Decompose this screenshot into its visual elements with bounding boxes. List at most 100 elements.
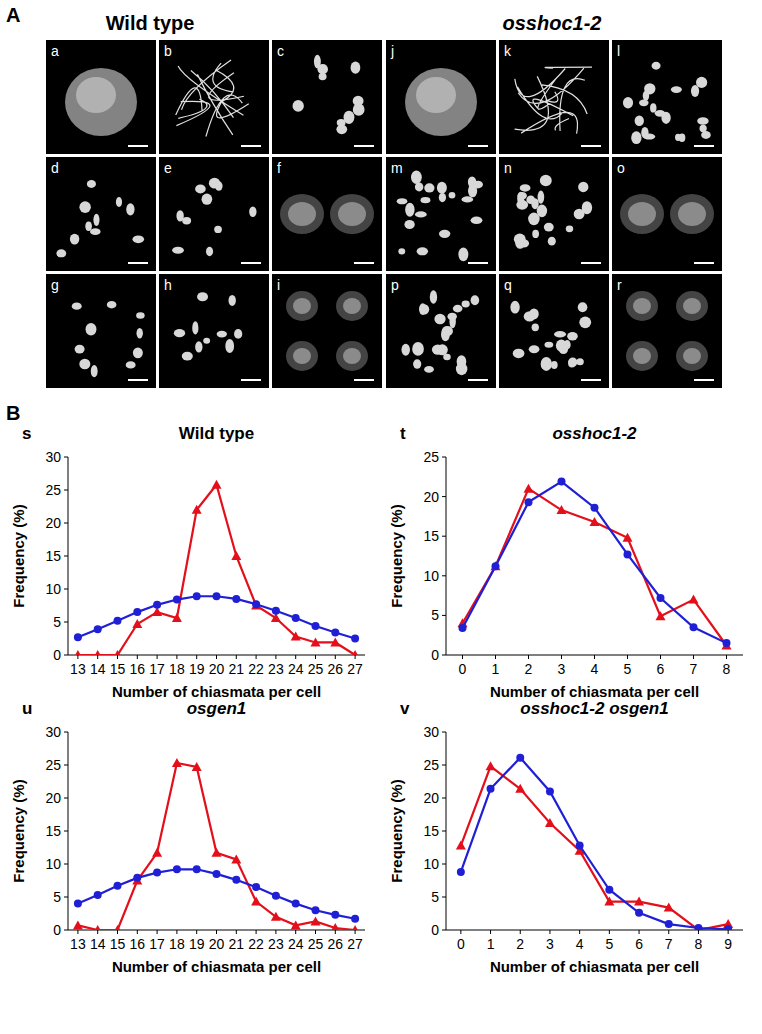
- marker: [114, 617, 122, 625]
- marker: [657, 594, 665, 602]
- marker: [94, 891, 102, 899]
- micrograph: d: [46, 157, 156, 271]
- image-frame: [272, 40, 382, 154]
- chromosome: [471, 217, 483, 224]
- image-frame: [612, 274, 722, 388]
- image-frame: [612, 40, 722, 154]
- chart-letter: s: [22, 424, 31, 443]
- chromatin: [416, 77, 456, 113]
- plot-area: [458, 478, 732, 650]
- marker: [351, 635, 359, 643]
- chromosome: [456, 363, 467, 375]
- x-tick-label: 24: [288, 936, 304, 952]
- marker: [456, 841, 466, 850]
- y-tick: [442, 831, 446, 832]
- y-tick: [442, 732, 446, 733]
- nucleus: [620, 194, 664, 234]
- x-tick: [355, 655, 356, 659]
- y-tick-label: 20: [423, 790, 439, 806]
- marker: [231, 854, 241, 863]
- x-tick: [495, 655, 496, 659]
- chromosome: [214, 226, 222, 233]
- x-tick-label: 6: [635, 936, 643, 952]
- chromosome: [532, 323, 539, 331]
- marker: [591, 504, 599, 512]
- nucleus: [286, 291, 318, 321]
- marker: [486, 761, 496, 770]
- x-tick-label: 22: [248, 661, 264, 677]
- marker: [271, 912, 281, 921]
- chromosome: [513, 349, 525, 358]
- marker: [252, 600, 260, 608]
- chromosome: [701, 131, 711, 139]
- y-tick: [64, 523, 68, 524]
- y-tick-label: 15: [423, 528, 439, 544]
- plot-area: [456, 754, 733, 930]
- x-tick-label: 6: [657, 661, 665, 677]
- chromosome: [79, 359, 90, 369]
- nucleus: [683, 348, 701, 364]
- chromosome: [136, 328, 142, 338]
- marker: [292, 900, 300, 908]
- series-line: [463, 482, 727, 644]
- scale-bar: [694, 379, 714, 381]
- marker: [291, 920, 301, 929]
- chromosome: [195, 185, 206, 194]
- y-tick-label: 5: [431, 607, 439, 623]
- chart-letter: u: [22, 699, 32, 718]
- nucleus: [343, 348, 361, 364]
- marker: [93, 925, 103, 930]
- x-tick-label: 22: [248, 936, 264, 952]
- chromosome: [217, 331, 227, 338]
- micrograph: f: [272, 157, 382, 271]
- y-tick: [64, 556, 68, 557]
- chromosome: [107, 301, 117, 309]
- image-label: b: [164, 43, 172, 59]
- x-tick-label: 20: [209, 936, 225, 952]
- x-tick-label: 24: [288, 661, 304, 677]
- x-tick: [726, 655, 727, 659]
- chromosome: [405, 203, 414, 217]
- marker: [576, 842, 584, 850]
- x-tick-label: 25: [308, 936, 324, 952]
- x-tick: [176, 655, 177, 659]
- marker: [350, 925, 360, 930]
- chromosome: [202, 194, 213, 205]
- nucleus: [288, 202, 316, 226]
- y-tick-label: 15: [45, 823, 61, 839]
- y-tick: [442, 496, 446, 497]
- chromatin: [405, 68, 477, 136]
- chromosome: [404, 220, 414, 229]
- chromosome-threads: [176, 60, 249, 136]
- y-tick-label: 0: [431, 922, 439, 938]
- chromosome: [643, 91, 649, 101]
- chromosome: [421, 197, 431, 203]
- y-tick-label: 30: [45, 449, 61, 465]
- scale-bar: [354, 379, 374, 381]
- x-tick: [216, 655, 217, 659]
- x-tick: [561, 655, 562, 659]
- x-tick: [275, 930, 276, 934]
- image-label: p: [391, 277, 399, 293]
- figure: AWild typeosshoc1-2abcdefghijklmnopqrBsW…: [0, 0, 762, 1034]
- marker: [291, 632, 301, 641]
- micrograph: b: [159, 40, 269, 154]
- marker: [272, 892, 280, 900]
- chromosome: [437, 182, 447, 194]
- marker: [690, 623, 698, 631]
- chromosome: [397, 198, 408, 204]
- micrograph: h: [159, 274, 269, 388]
- x-tick: [117, 930, 118, 934]
- chromosome: [696, 77, 707, 88]
- y-tick-label: 5: [53, 889, 61, 905]
- marker: [311, 916, 321, 925]
- marker: [153, 869, 161, 877]
- image-label: g: [51, 277, 59, 293]
- x-axis-label: Number of chiasmata per cell: [112, 683, 321, 700]
- x-tick-label: 27: [347, 936, 363, 952]
- chromosome: [412, 342, 424, 356]
- chromosome: [462, 196, 474, 202]
- y-tick: [442, 536, 446, 537]
- chromosome: [559, 345, 568, 354]
- chromosome: [229, 295, 236, 306]
